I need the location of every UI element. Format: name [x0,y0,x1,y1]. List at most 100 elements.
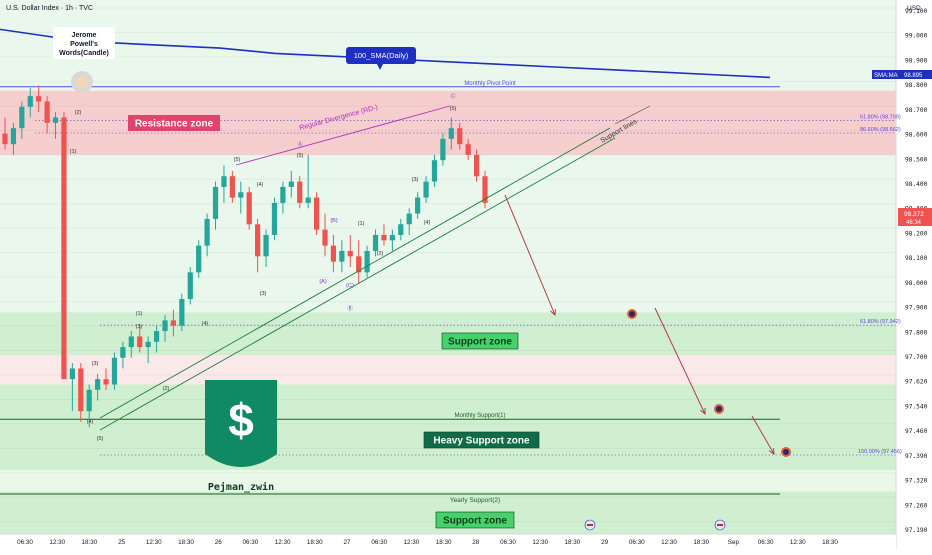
last-price-tag[interactable]: 98.372 46:34 [898,208,932,226]
candle[interactable] [313,192,320,235]
author-badge[interactable]: $ Pejman_zwin [205,380,277,493]
candle[interactable] [263,229,269,267]
y-tick-label: 97.800 [905,329,928,336]
yearly-background [0,469,896,492]
powell-callout-bg [53,27,115,59]
candle[interactable] [271,197,278,241]
candle[interactable] [78,363,84,422]
dollar-icon: $ [228,394,254,446]
x-tick-label: Sep [728,539,740,546]
support-line-tail [614,105,651,125]
candle[interactable] [153,325,160,353]
target-inner [629,311,635,317]
powell-callout-line: Words(Candle) [59,50,109,57]
candle[interactable] [103,368,109,390]
candle[interactable] [27,88,33,118]
candle-body [288,181,294,187]
candle-body [339,250,345,262]
candle[interactable] [406,208,412,235]
candle[interactable] [2,117,8,150]
candle[interactable] [145,336,151,364]
candle-body [204,218,210,246]
candle[interactable] [448,117,454,150]
candle[interactable] [288,170,294,198]
candle[interactable] [473,149,480,182]
candle-body [330,245,337,262]
candle[interactable] [246,186,252,230]
event-flag-icon[interactable] [714,519,726,531]
candle[interactable] [339,240,345,273]
candle[interactable] [162,315,168,342]
candle[interactable] [137,325,143,353]
candle[interactable] [10,122,17,155]
candle[interactable] [170,309,177,337]
powell-callout[interactable]: Jerome Powell's Words(Candle) [53,27,115,93]
zone-label-1[interactable]: Resistance zone [128,115,220,131]
fib-label-4: 100.00% (97.456) [858,449,902,455]
candle[interactable] [305,154,311,209]
candle[interactable] [423,176,429,203]
candle[interactable] [229,170,235,203]
wave-label: (2) [75,110,82,116]
candle[interactable] [364,245,370,278]
zone-label-4[interactable]: Support zone [435,511,515,529]
candle[interactable] [415,192,421,219]
candle[interactable] [19,101,25,139]
candle[interactable] [128,331,134,358]
x-tick-label: 12:30 [532,539,548,546]
candle[interactable] [389,229,395,251]
candle[interactable] [482,170,488,209]
zone-label-3[interactable]: Heavy Support zone [423,431,540,449]
candle[interactable] [381,224,387,246]
time-axis[interactable] [0,534,896,550]
candle[interactable] [204,213,210,257]
candle[interactable] [69,363,75,412]
y-tick-label: 97.190 [905,527,928,534]
candle[interactable] [255,218,261,273]
last-price-countdown: 46:34 [906,220,922,226]
candle[interactable] [457,122,463,150]
candle[interactable] [347,234,353,267]
y-tick-label: 97.540 [905,403,928,410]
candle-body [356,256,362,273]
zone-label-text: Resistance zone [135,119,214,130]
candle[interactable] [52,112,59,139]
symbol-title[interactable]: U.S. Dollar Index · 1h · TVC [6,5,93,12]
candle[interactable] [330,234,337,273]
candle-body [2,133,8,145]
candle[interactable] [280,181,286,214]
candle[interactable] [86,384,92,428]
candle[interactable] [179,293,185,332]
candle[interactable] [431,154,438,187]
candle[interactable] [297,176,303,209]
event-flag-icon[interactable] [584,519,596,531]
sma-label[interactable]: 100_SMA(Daily) [346,47,416,70]
last-price-bg [898,208,932,226]
candle[interactable] [212,181,219,230]
zone-label-2[interactable]: Support zone [441,332,519,350]
candle[interactable] [465,138,471,161]
candle[interactable] [372,229,379,257]
candle[interactable] [36,85,42,113]
wave-label: Ⓒ [450,92,456,100]
candle[interactable] [356,240,362,284]
candle[interactable] [440,133,446,166]
candle[interactable] [322,213,328,257]
candle[interactable] [398,218,404,241]
fib-label-1: 61.80% (98.709) [860,114,901,120]
candle[interactable] [95,373,101,401]
candle-body [221,176,227,187]
zone-label-text: Support zone [443,516,507,527]
candle[interactable] [196,240,202,278]
price-axis[interactable] [896,0,932,550]
candle[interactable] [238,181,244,214]
candle[interactable] [111,352,118,390]
candle[interactable] [221,165,227,203]
sma-price-tag[interactable]: SMA:MA 98.895 [872,70,932,79]
candle[interactable] [120,341,126,369]
sma-tag-value: 98.895 [904,73,923,79]
candle[interactable] [44,96,50,134]
candle[interactable] [61,112,67,380]
candle[interactable] [187,267,193,305]
